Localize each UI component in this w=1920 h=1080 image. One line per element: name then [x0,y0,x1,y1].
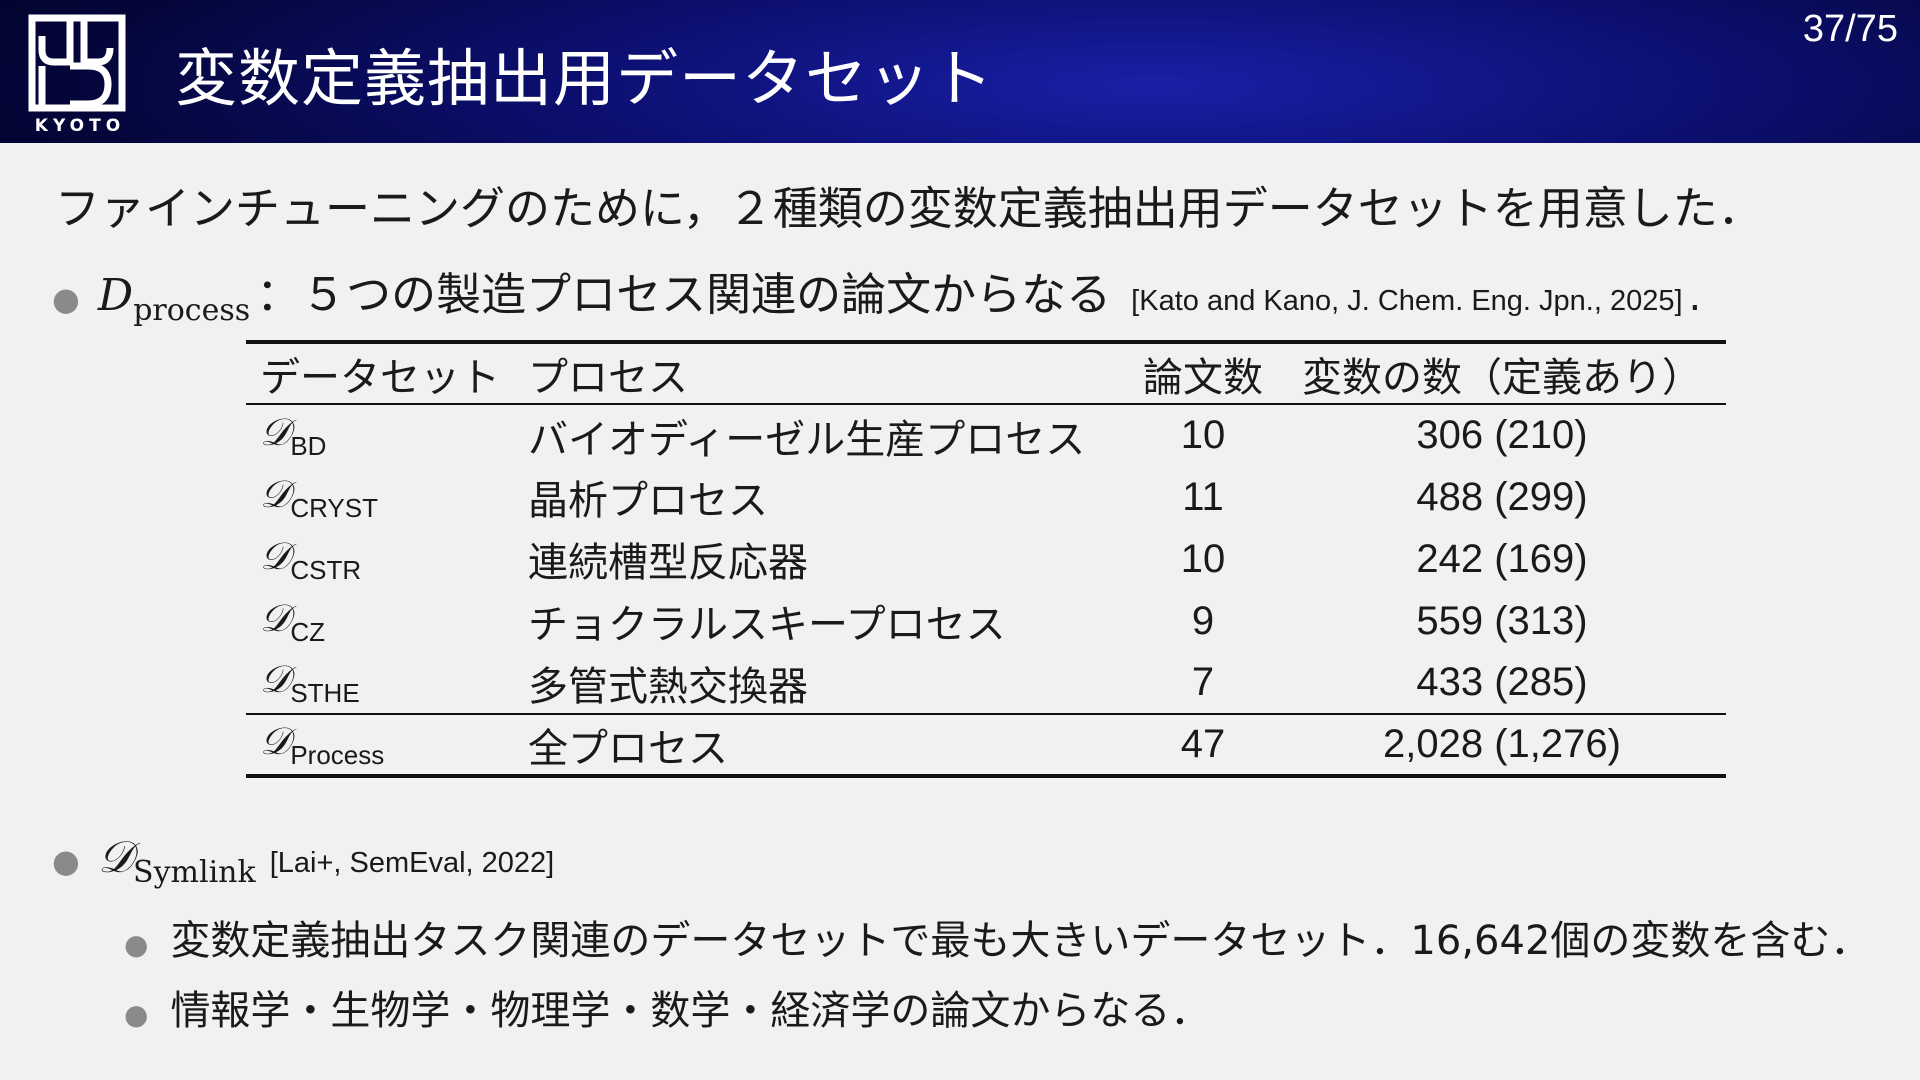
dataset-symbol: 𝒟Symlink [97,832,256,890]
dataset-cell: 𝒟CRYST [260,471,378,523]
dataset-cell: 𝒟Process [260,719,385,770]
papers-cell: 11 [1182,474,1224,519]
sub-bullet: ● 情報学・生物学・物理学・数学・経済学の論文からなる． [124,978,1210,1036]
logo-text: KYOTO [34,116,126,136]
header-process: プロセス [528,354,688,401]
papers-cell: 10 [1180,413,1226,457]
variables-cell: 433 (285) [1416,660,1588,704]
bullet-dprocess: ● Dprocess ：５つの製造プロセス関連の論文からなる [Kato and… [52,258,1701,328]
papers-cell: 9 [1191,598,1215,643]
dataset-table: データセット プロセス 論文数 変数の数（定義あり） 𝒟BD バイオディーゼル生… [246,340,1726,778]
process-cell: 晶析プロセス [528,478,768,524]
period: . [1688,274,1702,320]
kyoto-university-logo: KYOTO [28,14,132,138]
variables-cell: 242 (169) [1416,536,1588,581]
citation: [Lai+, SemEval, 2022] [269,847,555,879]
table-row: 𝒟CRYST 晶析プロセス 11 488 (299) [246,466,1726,528]
dataset-cell: 𝒟CSTR [260,533,362,585]
citation: [Kato and Kano, J. Chem. Eng. Jpn., 2025… [1131,285,1683,317]
bullet-dot-icon: ● [124,998,149,1031]
slide-title: 変数定義抽出用データセット [175,42,995,115]
sub-bullet: ● 変数定義抽出タスク関連のデータセットで最も大きいデータセット．16,642個… [124,908,1870,966]
header-variables: 変数の数（定義あり） [1302,354,1702,401]
table-row: 𝒟STHE 多管式熱交換器 7 433 (285) [246,652,1726,714]
variables-cell: 488 (299) [1416,474,1588,519]
table-row: 𝒟CSTR 連続槽型反応器 10 242 (169) [246,528,1726,590]
process-cell: チョクラルスキープロセス [528,602,1006,648]
dataset-cell: 𝒟BD [260,410,327,461]
variables-cell: 306 (210) [1416,413,1588,457]
header-dataset: データセット [260,354,500,401]
process-cell: バイオディーゼル生産プロセス [528,416,1086,463]
bullet-dsymlink: ● 𝒟Symlink [Lai+, SemEval, 2022] [52,832,554,890]
table-total-row: 𝒟Process 全プロセス 47 2,028 (1,276) [246,714,1726,776]
dataset-symbol: Dprocess [97,270,251,328]
process-cell: 連続槽型反応器 [528,540,808,586]
sub-bullet-text: 変数定義抽出タスク関連のデータセットで最も大きいデータセット．16,642個の変… [170,918,1871,964]
bullet-dot-icon: ● [124,928,149,961]
papers-cell: 7 [1191,660,1215,704]
process-cell: 全プロセス [528,725,728,772]
variables-cell: 2,028 (1,276) [1383,722,1621,766]
table-row: 𝒟BD バイオディーゼル生産プロセス 10 306 (210) [246,404,1726,466]
slide-header: KYOTO 変数定義抽出用データセット 37/75 [0,0,1920,143]
table-row: 𝒟CZ チョクラルスキープロセス 9 559 (313) [246,590,1726,652]
papers-cell: 10 [1180,536,1226,581]
bullet-dot-icon: ● [52,280,80,318]
papers-cell: 47 [1180,722,1226,766]
bullet-text: ：５つの製造プロセス関連の論文からなる [256,268,1112,321]
kyoto-logo-icon [28,14,126,112]
header-papers: 論文数 [1143,354,1263,401]
dataset-cell: 𝒟STHE [260,657,360,708]
variables-cell: 559 (313) [1416,598,1588,643]
table-header-row: データセット プロセス 論文数 変数の数（定義あり） [246,342,1726,404]
lead-sentence: ファインチューニングのために，２種類の変数定義抽出用データセットを用意した． [55,182,1763,235]
dataset-cell: 𝒟CZ [260,595,325,647]
bullet-dot-icon: ● [52,842,80,880]
page-number: 37/75 [1802,8,1898,50]
process-cell: 多管式熱交換器 [528,663,808,710]
sub-bullet-text: 情報学・生物学・物理学・数学・経済学の論文からなる． [170,988,1211,1034]
